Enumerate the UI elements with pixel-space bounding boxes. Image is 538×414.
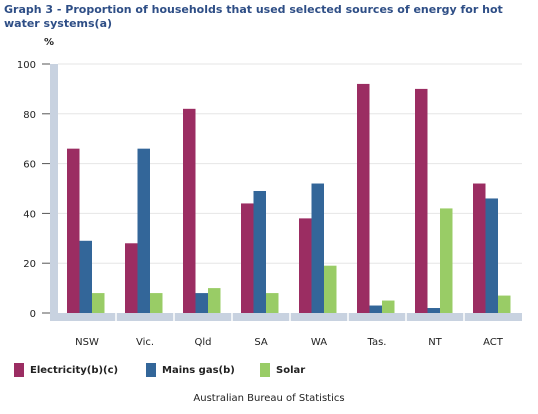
y-tick-label: 40 xyxy=(23,209,36,220)
legend: Electricity(b)(c) Mains gas(b) Solar xyxy=(14,362,534,378)
y-tick-label: 0 xyxy=(30,309,36,320)
x-category-label: NSW xyxy=(75,337,99,348)
x-category-label: NT xyxy=(428,337,442,348)
bar-tas-electricity xyxy=(357,83,370,313)
legend-item-mains-gas: Mains gas(b) xyxy=(146,362,235,378)
y-axis-unit: % xyxy=(44,37,54,48)
legend-label-mains-gas: Mains gas(b) xyxy=(162,364,235,376)
bar-nt-solar xyxy=(440,208,453,313)
legend-label-solar: Solar xyxy=(276,364,306,376)
bar-nsw-solar xyxy=(92,293,105,313)
legend-swatch-mains-gas xyxy=(146,363,156,377)
chart-title: Graph 3 - Proportion of households that … xyxy=(4,3,503,30)
bar-vic-electricity xyxy=(125,243,138,313)
axes xyxy=(42,63,522,321)
bar-act-electricity xyxy=(473,183,486,313)
bar-act-solar xyxy=(498,295,511,313)
bar-wa-mains-gas xyxy=(311,183,324,313)
legend-item-solar: Solar xyxy=(260,362,305,378)
bar-sa-electricity xyxy=(241,203,254,313)
bar-wa-electricity xyxy=(299,218,312,313)
bar-vic-solar xyxy=(150,293,163,313)
bar-wa-solar xyxy=(324,265,337,313)
y-tick-label: 80 xyxy=(23,110,36,121)
bar-sa-mains-gas xyxy=(253,190,266,313)
x-category-label: Qld xyxy=(195,337,212,348)
bar-tas-mains-gas xyxy=(369,305,382,313)
y-tick-label: 100 xyxy=(17,60,36,71)
x-category-label: ACT xyxy=(483,337,504,348)
x-axis-bar xyxy=(50,313,522,321)
y-tick-label: 20 xyxy=(23,259,36,270)
bar-sa-solar xyxy=(266,293,279,313)
bar-tas-solar xyxy=(382,300,395,313)
bar-qld-solar xyxy=(208,288,221,313)
bar-vic-mains-gas xyxy=(137,148,150,313)
legend-swatch-solar xyxy=(260,363,270,377)
x-category-label: WA xyxy=(311,337,327,348)
bar-nt-mains-gas xyxy=(427,308,440,313)
y-tick-label: 60 xyxy=(23,160,36,171)
source-credit: Australian Bureau of Statistics xyxy=(193,393,345,404)
bar-qld-electricity xyxy=(183,108,196,313)
x-category-label: Tas. xyxy=(367,337,387,348)
x-category-label: SA xyxy=(254,337,268,348)
axis-labels: % 0 20 40 60 80 100 NSW Vic. Qld SA WA Tas. NT ACT xyxy=(17,37,504,348)
legend-label-electricity: Electricity(b)(c) xyxy=(30,364,119,376)
bar-qld-mains-gas xyxy=(195,293,208,313)
bar-nsw-electricity xyxy=(67,148,80,313)
y-axis-bar xyxy=(50,64,58,321)
bar-nt-electricity xyxy=(415,88,428,314)
bars xyxy=(67,83,511,314)
legend-swatch-electricity xyxy=(14,363,24,377)
x-category-label: Vic. xyxy=(136,337,154,348)
bar-nsw-mains-gas xyxy=(79,240,92,313)
bar-act-mains-gas xyxy=(485,198,498,313)
legend-item-electricity: Electricity(b)(c) xyxy=(14,362,118,378)
